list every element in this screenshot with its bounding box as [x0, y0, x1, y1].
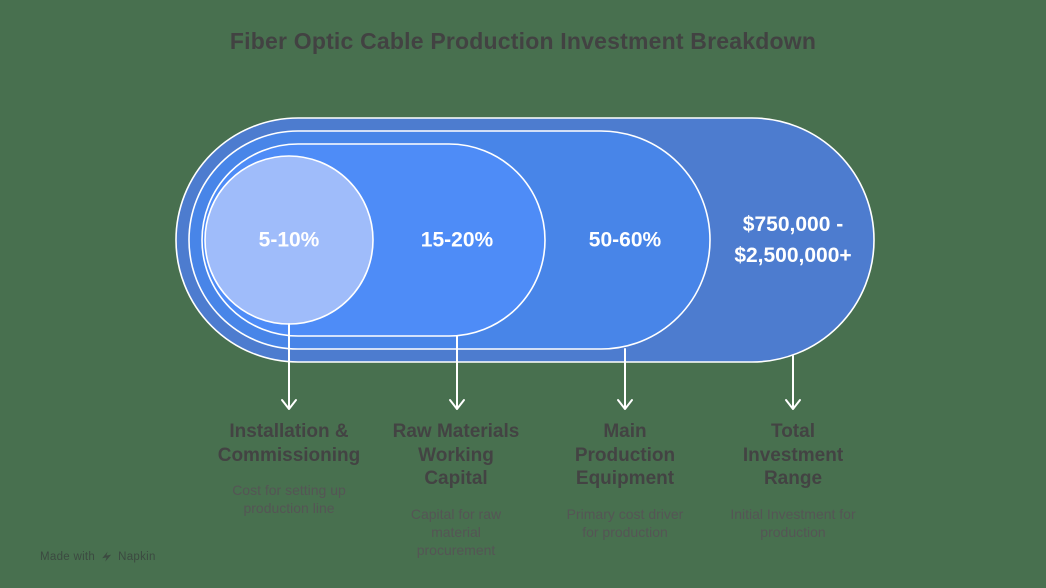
down-arrow-production-equipment [617, 348, 633, 410]
watermark: Made with Napkin [40, 550, 156, 563]
column-title: Total Investment Range [742, 421, 844, 489]
value-total-investment: $750,000 - $2,500,000+ [734, 213, 852, 267]
napkin-logo-icon [102, 551, 112, 562]
watermark-prefix: Made with [40, 550, 96, 563]
column-description: Capital for raw material procurement [410, 505, 502, 558]
label-column-installation: Installation & Commissioning Cost for se… [179, 420, 399, 517]
watermark-brand: Napkin [118, 550, 156, 563]
column-description: Cost for setting up production line [232, 482, 346, 516]
value-installation: 5-10% [258, 228, 320, 252]
column-title: Raw Materials Working Capital [392, 421, 520, 489]
column-title: Main Production Equipment [574, 421, 676, 489]
column-title: Installation & Commissioning [217, 421, 361, 466]
value-raw-materials: 15-20% [420, 228, 494, 252]
down-arrow-total-investment [785, 355, 801, 410]
label-column-raw-materials: Raw Materials Working Capital Capital fo… [346, 420, 566, 559]
value-production-equipment: 50-60% [588, 228, 662, 252]
down-arrow-raw-materials [449, 335, 465, 410]
column-description: Initial Investment for production [730, 505, 856, 540]
label-column-production-equipment: Main Production Equipment Primary cost d… [515, 420, 735, 541]
page-title: Fiber Optic Cable Production Investment … [229, 28, 817, 54]
label-column-total-investment: Total Investment Range Initial Investmen… [683, 420, 903, 541]
down-arrow-installation [281, 323, 297, 410]
column-description: Primary cost driver for production [566, 505, 684, 540]
